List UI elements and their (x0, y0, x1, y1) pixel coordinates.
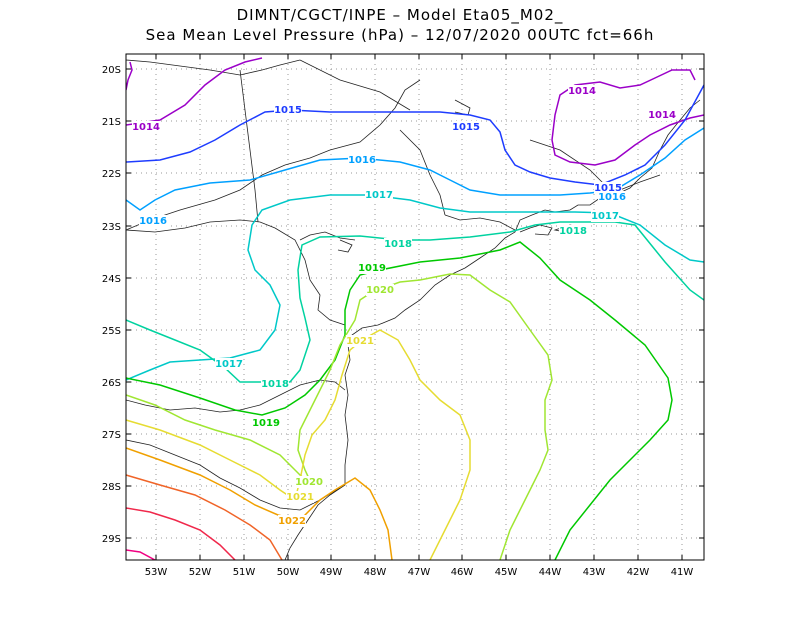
contour-label-1014: 1014 (132, 122, 160, 133)
isobars (126, 57, 704, 560)
contour-label-1019: 1019 (358, 263, 386, 274)
contour-label-bg (365, 189, 393, 201)
contour-label-1018: 1018 (559, 226, 587, 237)
contour-label-bg (346, 335, 374, 347)
contour-label-bg (252, 417, 280, 429)
lon-tick-label: 49W (320, 567, 343, 578)
isobar-1023 (126, 474, 283, 560)
lon-tick-label: 41W (671, 567, 694, 578)
contour-label-1021: 1021 (346, 336, 374, 347)
lon-tick-label: 44W (539, 567, 562, 578)
contour-label-1020: 1020 (366, 285, 394, 296)
lon-tick-label: 48W (364, 567, 387, 578)
isobar-1014 (126, 57, 263, 126)
contour-label-bg (358, 262, 386, 274)
lon-tick-label: 45W (495, 567, 518, 578)
lat-tick-label: 24S (102, 274, 121, 285)
lon-tick-label: 46W (451, 567, 474, 578)
isobar-1024 (126, 507, 236, 560)
isobar-1014 (126, 61, 133, 91)
contour-label-bg (648, 109, 676, 121)
lat-tick-label: 25S (102, 326, 121, 337)
contour-label-bg (568, 85, 596, 97)
chart-title-line1: DIMNT/CGCT/INPE – Model Eta05_M02_ (236, 6, 564, 24)
lat-tick-label: 26S (102, 378, 121, 389)
contour-label-bg (274, 104, 302, 116)
contour-label-bg (384, 238, 412, 250)
contour-label-1015: 1015 (452, 122, 480, 133)
lat-tick-label: 27S (102, 430, 121, 441)
isobar-1015 (126, 84, 704, 186)
coastline-and-borders (126, 59, 701, 560)
coastline (284, 99, 701, 560)
lat-tick-label: 20S (102, 65, 121, 76)
contour-label-1016: 1016 (598, 192, 626, 203)
contour-label-bg (591, 210, 619, 222)
contour-label-1019: 1019 (252, 418, 280, 429)
contour-label-bg (348, 154, 376, 166)
isobar-1014 (551, 69, 704, 166)
contour-label-1014: 1014 (568, 86, 596, 97)
lon-tick-label: 42W (627, 567, 650, 578)
lon-tick-label: 53W (145, 567, 168, 578)
contour-label-1018: 1018 (384, 239, 412, 250)
lat-tick-label: 23S (102, 222, 121, 233)
contour-label-bg (261, 378, 289, 390)
contour-label-1017: 1017 (215, 359, 243, 370)
isobar-1019 (126, 241, 673, 560)
contour-label-1021: 1021 (286, 492, 314, 503)
isobar-1025 (126, 549, 156, 560)
state-border (126, 79, 421, 231)
contour-label-1015: 1015 (594, 183, 622, 194)
graticule-grid (126, 54, 704, 560)
contour-labels: 1014101410141015101510151016101610161017… (132, 85, 676, 527)
contour-label-1022: 1022 (278, 516, 306, 527)
contour-label-bg (286, 491, 314, 503)
lat-tick-label: 22S (102, 169, 121, 180)
contour-label-1017: 1017 (365, 190, 393, 201)
isobar-1018 (126, 221, 704, 383)
isobar-1022 (126, 447, 393, 560)
contour-label-bg (132, 121, 160, 133)
contour-label-1016: 1016 (139, 216, 167, 227)
contour-label-bg (215, 358, 243, 370)
contour-label-bg (139, 215, 167, 227)
contour-label-bg (452, 121, 480, 133)
lon-tick-label: 50W (277, 567, 300, 578)
contour-label-1018: 1018 (261, 379, 289, 390)
lat-tick-label: 28S (102, 482, 121, 493)
map-frame (125, 53, 705, 561)
lon-tick-label: 43W (583, 567, 606, 578)
contour-label-1020: 1020 (295, 477, 323, 488)
contour-label-bg (278, 515, 306, 527)
isobar-1020 (126, 273, 553, 560)
lon-tick-label: 51W (233, 567, 256, 578)
contour-label-bg (366, 284, 394, 296)
contour-label-1015: 1015 (274, 105, 302, 116)
axis-ticks: 20S 21S 22S 23S 24S 25S 26S 27S 28S 29S 53W 52W 51W 5… (102, 54, 704, 578)
lon-tick-label: 52W (189, 567, 212, 578)
contour-label-1017: 1017 (591, 211, 619, 222)
isobar-1016 (126, 127, 704, 211)
lon-tick-label: 47W (408, 567, 431, 578)
lat-tick-label: 21S (102, 117, 121, 128)
contour-label-1016: 1016 (348, 155, 376, 166)
chart-title-line2: Sea Mean Level Pressure (hPa) – 12/07/20… (145, 26, 655, 44)
lat-tick-label: 29S (102, 534, 121, 545)
contour-label-bg (559, 225, 587, 237)
contour-label-bg (598, 191, 626, 203)
contour-label-1014: 1014 (648, 110, 676, 121)
contour-label-bg (295, 476, 323, 488)
isobar-1021 (126, 329, 471, 560)
